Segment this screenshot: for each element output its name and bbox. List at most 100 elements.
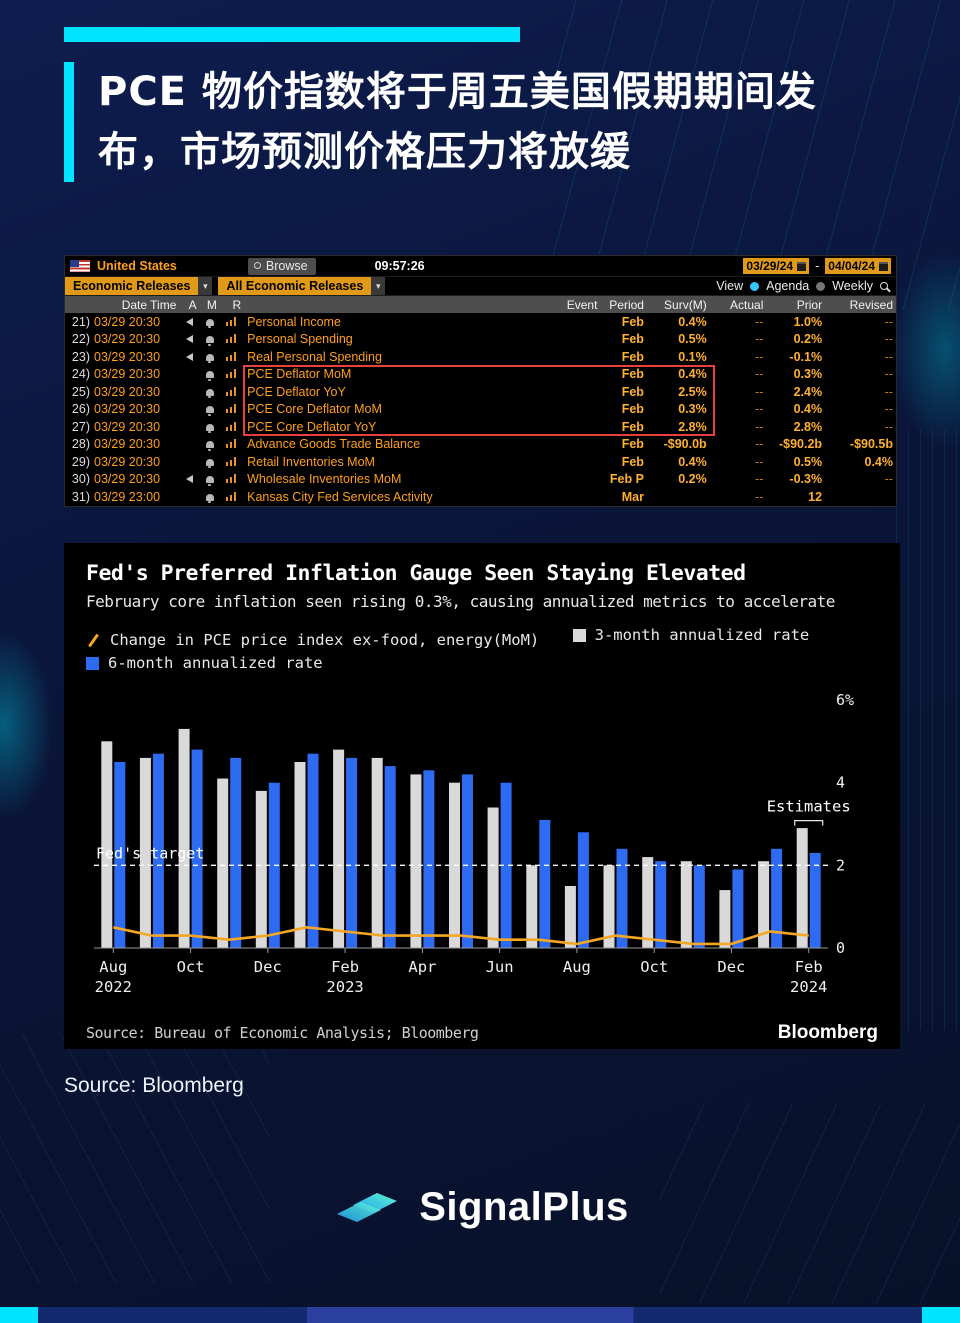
table-row[interactable]: 28) 03/29 20:30 Advance Goods Trade Balanc… [65,436,896,454]
col-period: Period [600,296,647,313]
svg-text:2: 2 [836,856,845,874]
table-cell-datetime: 26) 03/29 20:30 [71,402,161,417]
table-row[interactable]: 31) 03/29 23:00 Kansas City Fed Services A… [65,488,896,506]
svg-text:4: 4 [836,773,845,791]
economic-releases-dropdown[interactable]: Economic Releases [65,277,199,295]
view-label: View [716,279,744,293]
table-cell: 1.0% [793,314,823,329]
table-row[interactable]: 21) 03/29 20:30 Personal Income Feb 0.4% -- 1.… [65,313,896,331]
chart-source: Source: Bureau of Economic Analysis; Blo… [86,1023,479,1042]
table-cell-datetime: 25) 03/29 20:30 [71,384,161,399]
table-row[interactable]: 26) 03/29 20:30 PCE Core Deflator MoM Feb 0.… [65,401,896,419]
table-cell: 2.8% [678,419,707,434]
table-cell: -$90.2b [778,437,823,452]
table-cell: -- [884,419,893,434]
chart-icon [226,474,238,484]
bloomberg-terminal-panel: United States Browse 09:57:26 03/29/24 -… [64,255,897,507]
country-label[interactable]: United States [97,259,177,273]
table-cell-datetime: 22) 03/29 20:30 [71,332,161,347]
svg-text:Oct: Oct [640,958,668,976]
svg-text:Apr: Apr [408,958,436,976]
table-cell: -- [755,332,764,347]
all-economic-releases-dropdown[interactable]: All Economic Releases [218,277,372,295]
terminal-top-bar: United States Browse 09:57:26 03/29/24 -… [65,256,896,277]
svg-text:Fed's target: Fed's target [96,844,204,862]
table-cell-event: PCE Deflator YoY [247,384,346,399]
table-row[interactable]: 25) 03/29 20:30 PCE Deflator YoY Feb 2.5% -- 2… [65,383,896,401]
table-cell: 2.8% [793,419,823,434]
table-cell: 0.1% [678,349,707,364]
chart-icon [226,421,238,431]
svg-text:Jun: Jun [486,958,514,976]
date-from-field[interactable]: 03/29/24 [743,258,810,274]
page-title: PCE 物价指数将于周五美国假期期间发 布，市场预测价格压力将放缓 [98,62,817,182]
title-line-2: 布，市场预测价格压力将放缓 [98,129,631,175]
agenda-label: Agenda [766,279,810,293]
clock-time: 09:57:26 [374,259,425,273]
chart-icon [226,386,238,396]
table-cell: -- [755,454,764,469]
chart-icon [226,316,238,326]
legend-item-3month: 3-month annualized rate [572,624,809,647]
table-cell: Mar [621,489,644,504]
chevron-down-icon[interactable] [371,277,386,295]
table-cell: Feb [621,332,644,347]
deco-glow-right [890,250,960,450]
svg-text:Estimates: Estimates [767,797,851,815]
table-row[interactable]: 23) 03/29 20:30 Real Personal Spending Feb 0… [65,348,896,366]
alarm-icon [205,423,214,434]
table-row[interactable]: 24) 03/29 20:30 PCE Deflator MoM Feb 0.4% -- 0… [65,366,896,384]
date-separator: - [815,259,820,273]
weekly-label: Weekly [832,279,873,293]
table-cell: 0.4% [678,454,707,469]
browse-button[interactable]: Browse [247,257,316,275]
table-cell: -- [755,367,764,382]
table-cell: -0.1% [789,349,823,364]
table-cell-event: Wholesale Inventories MoM [247,472,402,487]
table-cell [825,488,896,506]
date-from-value: 03/29/24 [746,259,794,273]
svg-text:2023: 2023 [326,978,363,996]
table-cell: -- [755,349,764,364]
table-row[interactable]: 30) 03/29 20:30 Wholesale Inventories MoM F… [65,471,896,489]
table-cell-datetime: 23) 03/29 20:30 [71,349,161,364]
table-cell: Feb [621,454,644,469]
chart-icon [226,404,238,414]
speaker-icon [185,352,193,361]
speaker-icon [185,335,193,344]
table-cell: 0.3% [793,367,823,382]
browse-label: Browse [265,258,308,273]
table-cell-datetime: 30) 03/29 20:30 [71,472,161,487]
alarm-icon [205,406,214,416]
chart-legend: Change in PCE price index ex-food, energ… [86,624,878,678]
table-row[interactable]: 29) 03/29 20:30 Retail Inventories MoM Feb 0… [65,453,896,471]
chevron-down-icon[interactable] [198,277,213,295]
table-cell: Feb [621,402,644,417]
weekly-radio[interactable] [816,281,826,291]
col-date-time: Date Time [65,296,180,313]
legend-label-6month: 6-month annualized rate [108,654,323,673]
table-row[interactable]: 22) 03/29 20:30 Personal Spending Feb 0.5% --… [65,331,896,349]
deco-diagonal-lines-bottom-left [0,1033,270,1283]
search-icon[interactable] [880,282,888,290]
table-cell: -- [884,384,893,399]
chart-subtitle: February core inflation seen rising 0.3%… [86,592,835,611]
col-revised: Revised [825,296,896,313]
table-row[interactable]: 27) 03/29 20:30 PCE Core Deflator YoY Feb 2.… [65,418,896,436]
title-line-1: PCE 物价指数将于周五美国假期期间发 [98,69,817,115]
alarm-icon [205,318,214,329]
legend-label-mom: Change in PCE price index ex-food, energ… [110,631,540,649]
table-cell: -$90.0b [663,437,707,452]
table-cell: -- [755,489,764,504]
signalplus-logo [337,1193,398,1222]
table-cell: -- [884,332,893,347]
inflation-chart: Fed's target 0 2 4 6% Aug 2022 Oct Dec Feb 2023 Apr… [94,691,854,996]
table-cell: -- [755,384,764,399]
svg-text:0: 0 [836,939,845,957]
brand-name: SignalPlus [419,1184,629,1229]
date-to-field[interactable]: 04/04/24 [825,258,891,274]
agenda-radio[interactable] [750,281,760,291]
top-accent-bar [64,27,520,42]
bloomberg-logo: Bloomberg [777,1021,878,1043]
table-cell-event: Kansas City Fed Services Activity [247,489,433,504]
